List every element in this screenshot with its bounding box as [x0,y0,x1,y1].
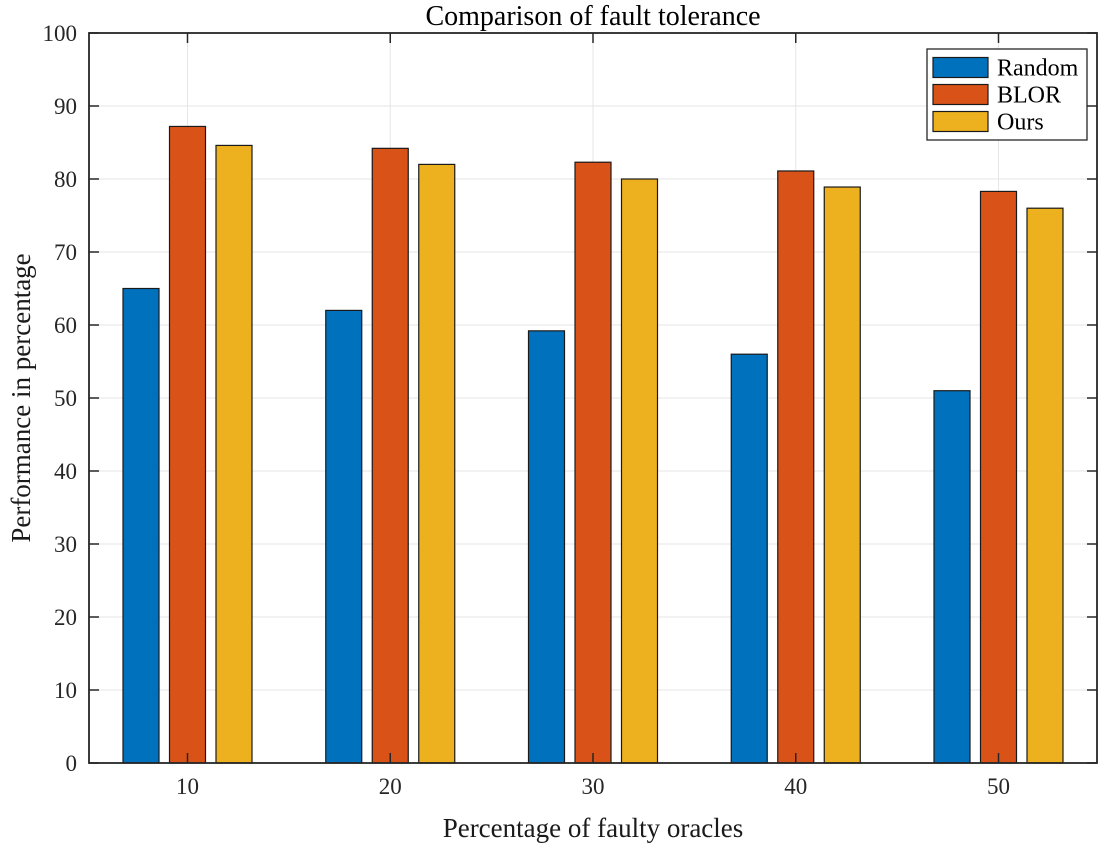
bar-blor-30 [574,161,612,764]
x-tick-label: 20 [379,774,402,799]
y-tick-label: 30 [54,532,77,557]
y-tick-label: 70 [54,240,77,265]
y-tick-label: 50 [54,386,77,411]
legend-swatch-blor [932,83,989,106]
y-tick-label: 80 [54,167,77,192]
bar-random-30 [527,330,566,764]
legend-swatch-ours [932,110,989,133]
y-tick-label: 90 [54,94,77,119]
bar-blor-50 [979,190,1018,764]
x-axis-label: Percentage of faulty oracles [443,813,744,843]
bar-ours-30 [620,178,659,764]
legend-label-random: Random [997,56,1079,82]
y-tick-label: 0 [66,751,78,776]
y-tick-label: 20 [54,605,77,630]
legend-label-blor: BLOR [997,83,1061,109]
y-tick-label: 40 [54,459,77,484]
bar-blor-40 [777,170,815,764]
bar-ours-20 [418,163,456,764]
legend-label-ours: Ours [997,110,1044,136]
y-tick-label: 10 [54,678,77,703]
legend-swatch-random [932,56,989,79]
x-tick-label: 40 [784,774,807,799]
chart-title: Comparison of fault tolerance [425,1,760,32]
bars-layer [122,125,1064,764]
y-tick-label: 100 [43,21,78,46]
tick-labels-layer: 0 10 20 30 40 50 60 70 80 90 100 10 20 30 40 50 [43,21,1011,799]
bar-random-20 [325,309,363,764]
bar-ours-10 [215,144,253,764]
y-tick-label: 60 [54,313,77,338]
bar-blor-20 [371,147,409,764]
x-tick-label: 50 [987,774,1010,799]
bar-blor-10 [168,125,207,764]
x-tick-label: 10 [176,774,199,799]
ticks-layer [89,32,1097,764]
bar-ours-40 [823,186,861,764]
bar-random-10 [122,287,160,764]
bar-random-40 [730,353,768,764]
bar-random-50 [933,390,971,764]
y-axis-label: Performance in percentage [6,253,36,542]
x-tick-label: 30 [582,774,605,799]
bar-ours-50 [1026,207,1064,764]
